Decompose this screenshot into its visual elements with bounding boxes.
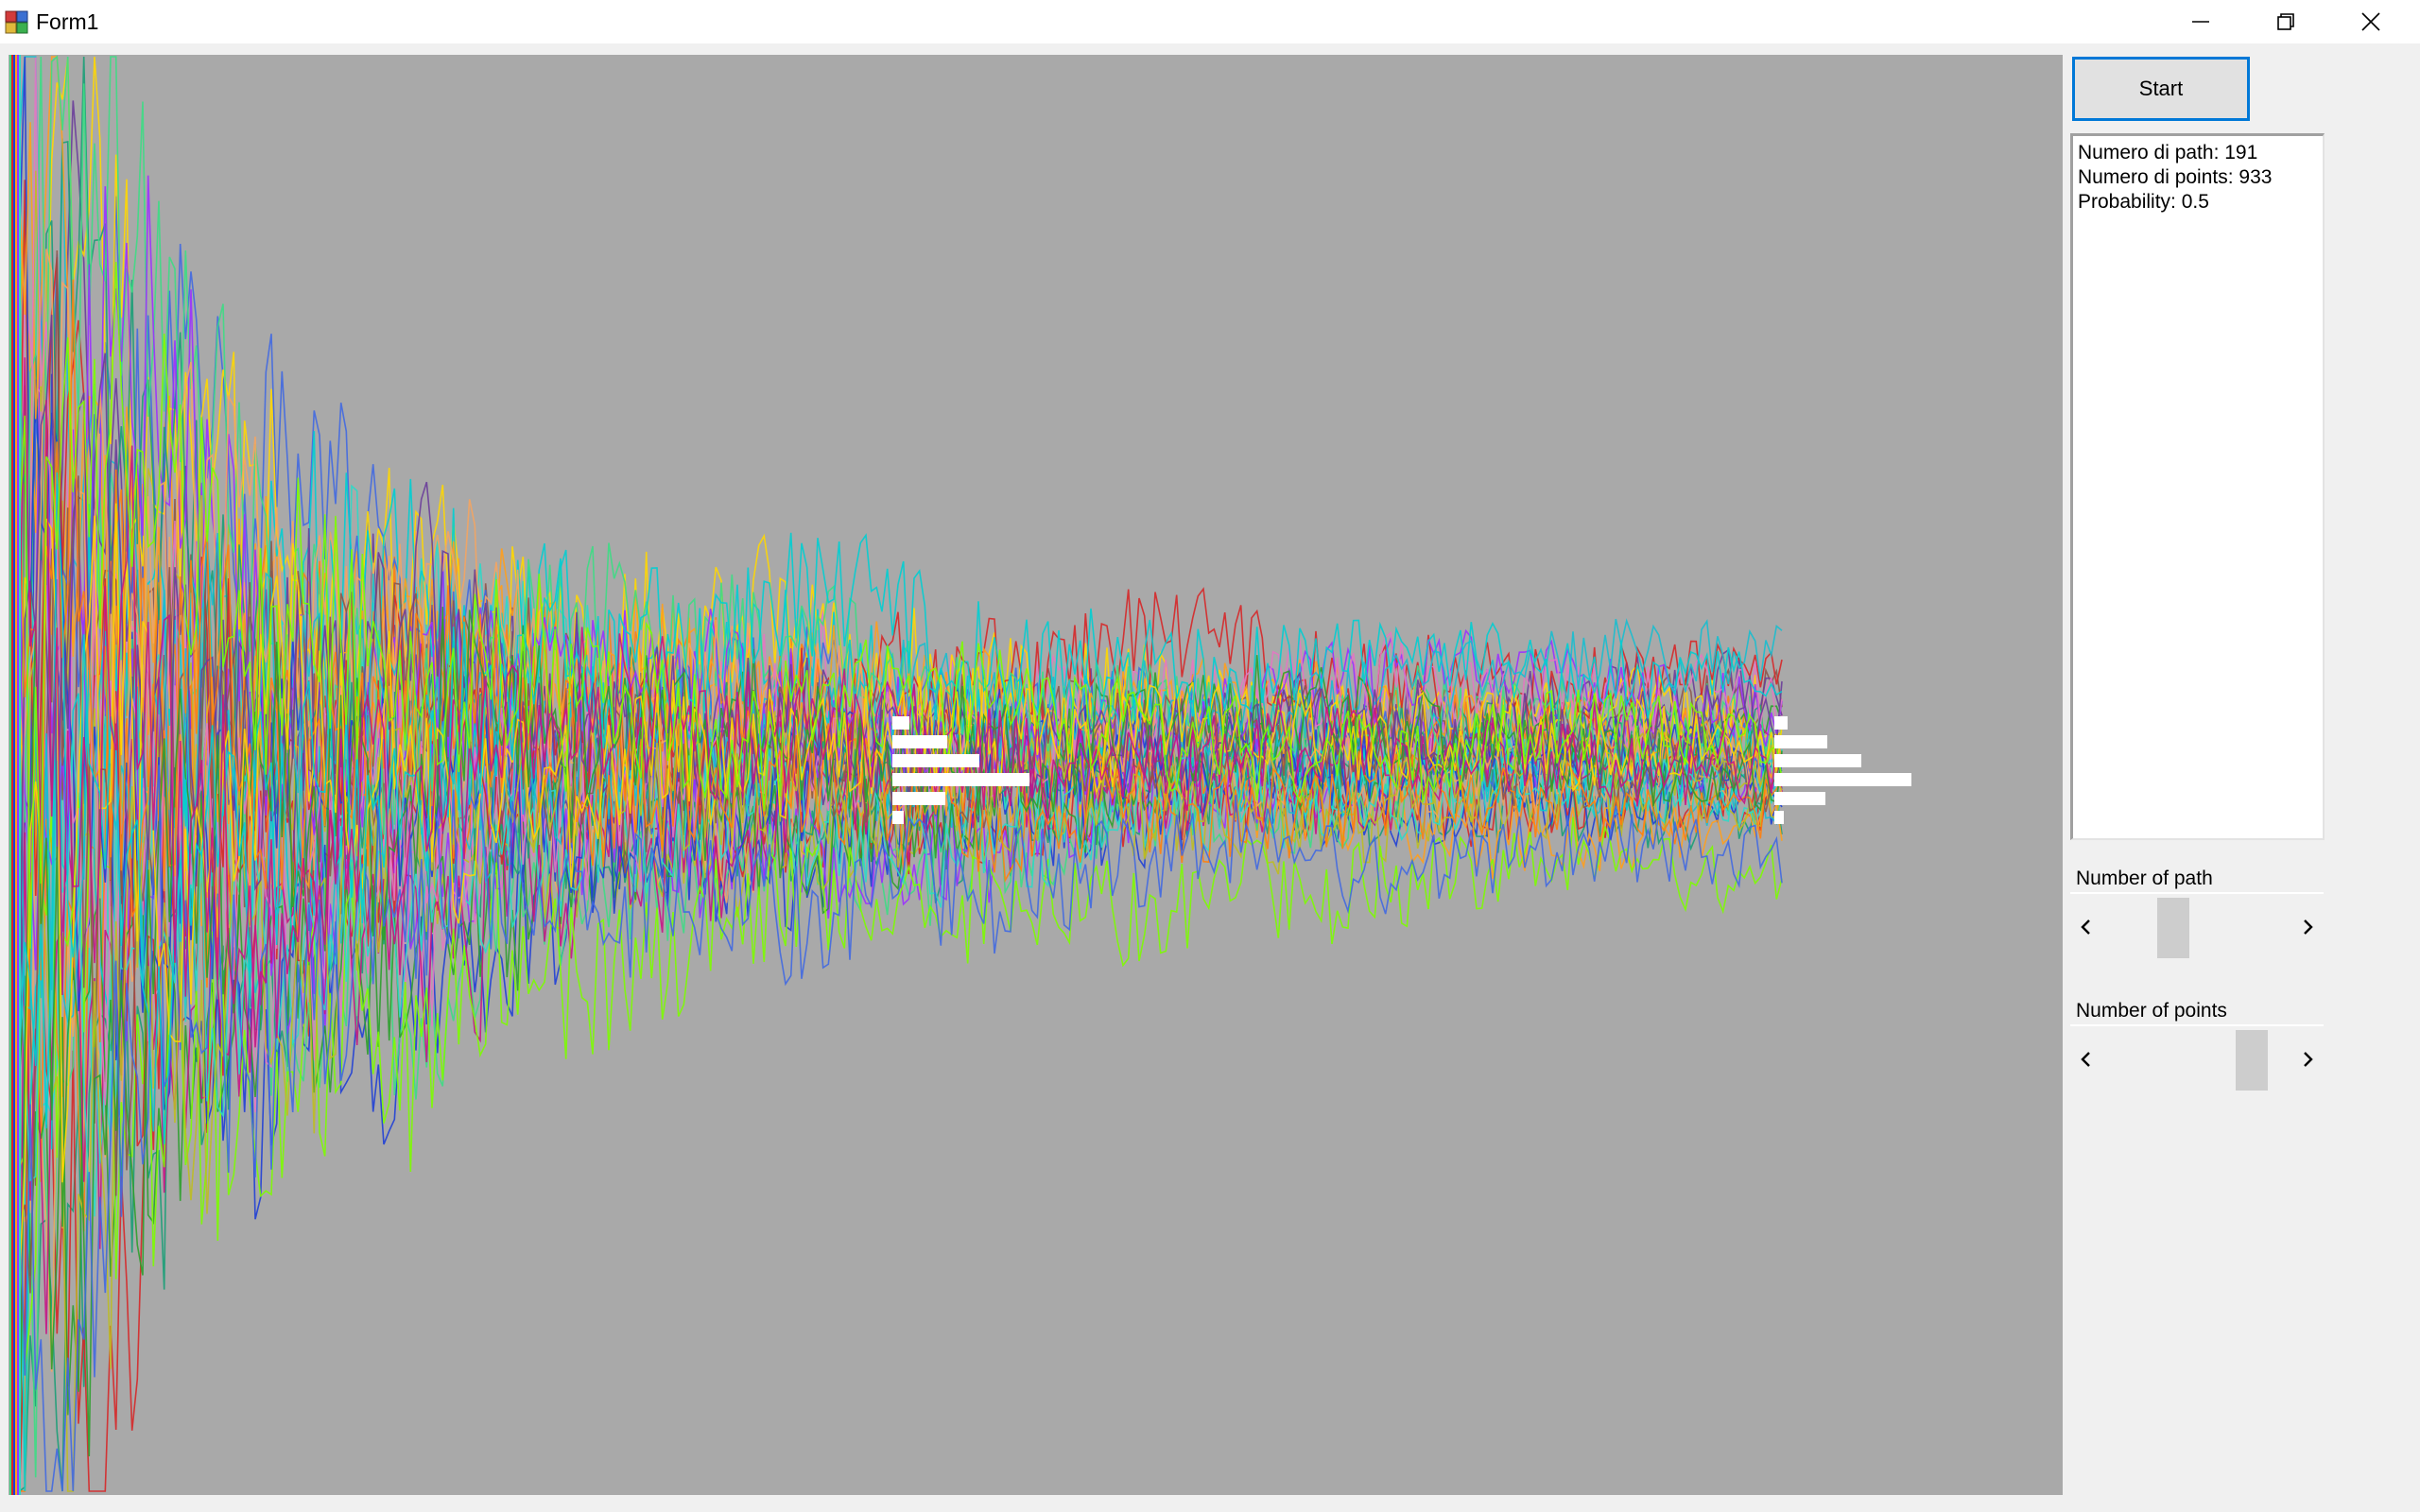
random-walk-path [13,215,1783,949]
app-icon [5,10,28,34]
random-walk-paths [9,55,1911,1495]
title-bar: Form1 [0,0,2420,43]
histogram-bar [892,716,909,730]
output-line-paths: Numero di path: 191 [2078,142,2258,163]
bottom-strip [0,1495,2420,1512]
number-of-points-scrollbar[interactable] [2070,1024,2324,1092]
edge-stripe [11,55,13,1495]
random-walk-path [13,503,1783,1279]
output-line-probability: Probability: 0.5 [2078,191,2209,213]
histogram-bar [892,773,1029,786]
random-walk-path [13,729,1783,1201]
histogram-bar [892,792,945,805]
random-walk-path [13,180,1783,1147]
histogram-bar [892,754,979,767]
random-walk-path [13,373,1783,1238]
window-title: Form1 [36,9,99,34]
path-scroll-thumb[interactable] [2157,898,2190,958]
histogram-bar [892,811,904,824]
points-scroll-left-button[interactable] [2070,1026,2102,1092]
number-of-path-label: Number of path [2076,868,2213,889]
histogram-bar [1774,792,1825,805]
path-scroll-left-button[interactable] [2070,894,2102,960]
minimize-icon [2192,21,2209,23]
histogram-bar [1774,811,1784,824]
minimize-button[interactable] [2157,0,2244,43]
random-walk-path [13,607,1783,1492]
histogram-bar [1774,716,1788,730]
chevron-right-icon [2304,919,2313,935]
histogram-bar [1774,735,1827,748]
histogram-bar [1774,754,1861,767]
close-button[interactable] [2327,0,2414,43]
edge-stripe [17,55,19,1495]
edge-stripe [19,55,21,1495]
edge-stripe [15,55,17,1495]
number-of-points-label: Number of points [2076,1000,2227,1022]
simulation-canvas [9,55,2063,1495]
random-walk-path [13,472,1783,1355]
histogram-bar [1774,773,1911,786]
random-walk-path [13,533,1783,1070]
close-icon [2361,12,2380,31]
chevron-left-icon [2081,1052,2090,1067]
output-textbox[interactable]: Numero di path: 191 Numero di points: 93… [2070,133,2325,840]
start-button[interactable]: Start [2072,57,2250,121]
points-scroll-thumb[interactable] [2236,1030,2269,1091]
chevron-right-icon [2304,1052,2313,1067]
restore-button[interactable] [2242,0,2329,43]
restore-icon [2277,13,2294,30]
path-scroll-right-button[interactable] [2291,894,2324,960]
random-walk-path [13,765,1783,1492]
histogram-bar [892,735,947,748]
output-line-points: Numero di points: 933 [2078,166,2273,188]
edge-stripe [13,55,15,1495]
chevron-left-icon [2081,919,2090,935]
points-scroll-right-button[interactable] [2291,1026,2324,1092]
random-walk-path [13,357,1783,1048]
edge-stripe [9,55,11,1495]
number-of-path-scrollbar[interactable] [2070,892,2324,960]
